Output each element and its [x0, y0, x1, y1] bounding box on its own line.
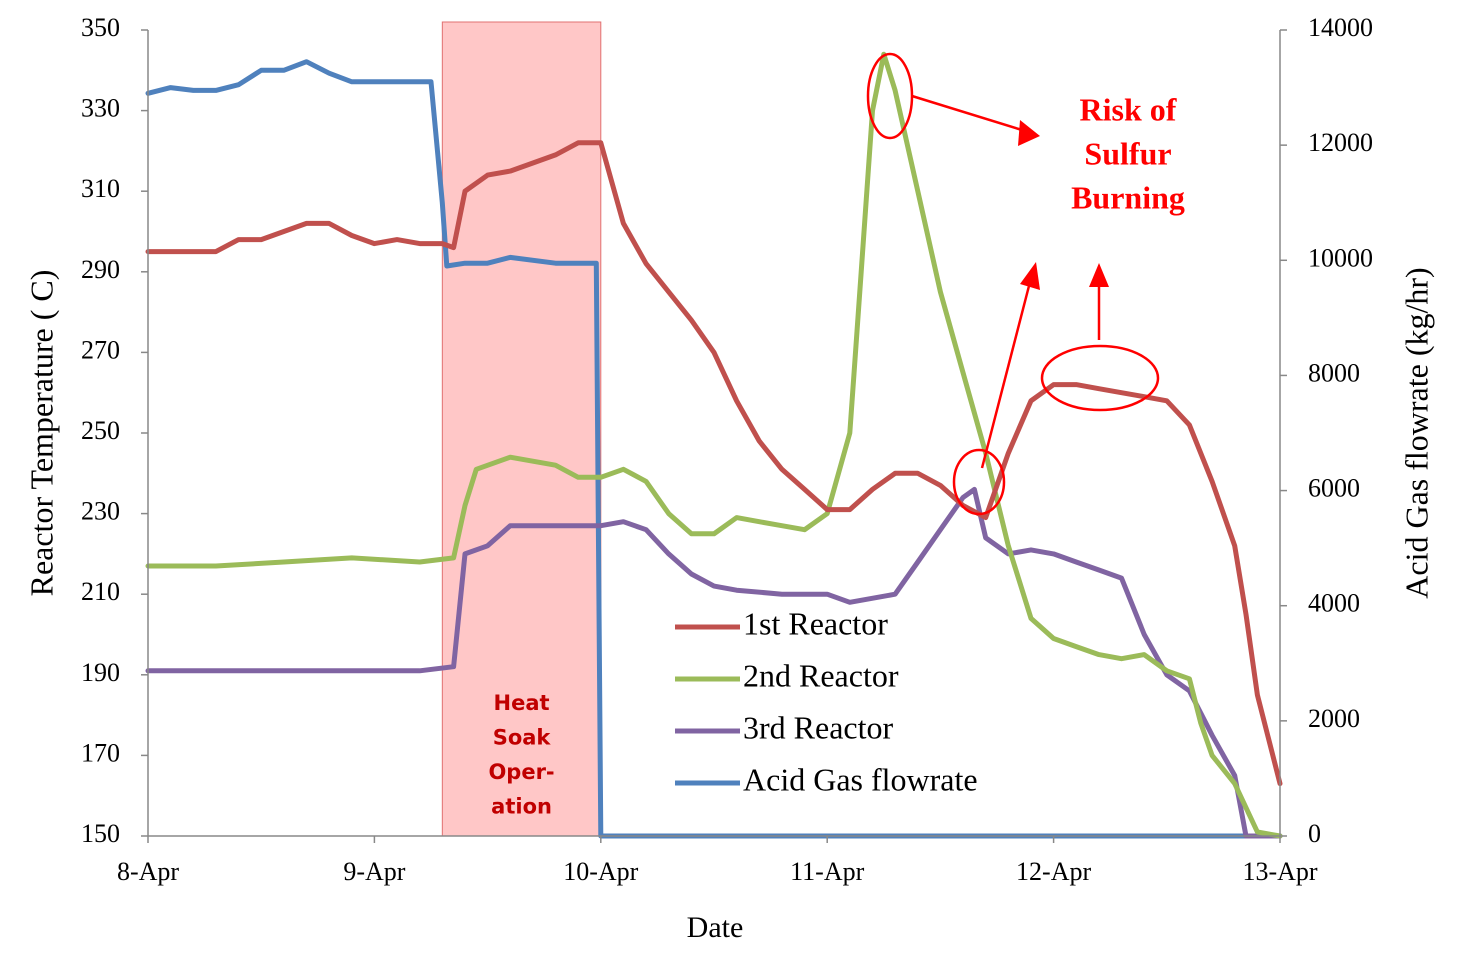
y-tick-label: 290 [81, 255, 120, 284]
y-tick-label: 150 [81, 819, 120, 848]
y-tick-label: 350 [81, 13, 120, 42]
x-tick-label: 9-Apr [343, 857, 405, 886]
y2-tick-label: 14000 [1308, 13, 1373, 42]
annotation: Sulfur [1084, 135, 1171, 171]
y2-tick-label: 12000 [1308, 128, 1373, 157]
y-tick-label: 190 [81, 658, 120, 687]
x-tick-label: 8-Apr [117, 857, 179, 886]
y2-tick-label: 2000 [1308, 704, 1360, 733]
annotation: Burning [1071, 179, 1185, 215]
y-tick-label: 270 [81, 335, 120, 364]
y2-tick-label: 10000 [1308, 243, 1373, 272]
y-tick-label: 210 [81, 577, 120, 606]
series-line [145, 59, 1283, 839]
legend-label: 1st Reactor [743, 605, 888, 641]
y2-tick-label: 0 [1308, 819, 1321, 848]
y-tick-label: 310 [81, 174, 120, 203]
y2-axis-label: Acid Gas flowrate (kg/hr) [1398, 267, 1434, 598]
highlight-ellipse [1040, 344, 1160, 412]
series-line [145, 486, 1283, 839]
arrow [980, 281, 1032, 469]
annotation: Risk of [1080, 91, 1177, 127]
y-tick-label: 170 [81, 738, 120, 767]
legend-label: Acid Gas flowrate [743, 761, 978, 797]
y2-tick-label: 6000 [1308, 474, 1360, 503]
span-label: Oper- [488, 760, 554, 784]
highlight-ellipse [952, 448, 1006, 516]
arrow-head [1020, 262, 1040, 290]
y2-tick-label: 4000 [1308, 589, 1360, 618]
span-label: Soak [493, 726, 552, 750]
y-tick-label: 250 [81, 416, 120, 445]
y-axis-label: Reactor Temperature ( C) [23, 270, 59, 597]
y2-tick-label: 8000 [1308, 358, 1360, 387]
span-label: ation [491, 795, 552, 819]
arrow-head [1018, 120, 1040, 146]
shaded-span [441, 21, 602, 837]
legend-label: 3rd Reactor [743, 709, 894, 745]
annotation-shapes [866, 52, 1160, 516]
line-layer [145, 51, 1283, 839]
span-label: Heat [494, 691, 550, 715]
x-tick-label: 13-Apr [1242, 857, 1317, 886]
y-tick-label: 230 [81, 497, 120, 526]
x-tick-label: 11-Apr [790, 857, 864, 886]
arrow [911, 94, 1023, 132]
y-tick-label: 330 [81, 94, 120, 123]
x-axis-label: Date [687, 911, 744, 944]
x-tick-label: 12-Apr [1016, 857, 1091, 886]
span-layer: Heat Soak Oper-ation [441, 21, 602, 837]
arrow-head [1089, 263, 1109, 287]
legend-label: 2nd Reactor [743, 657, 899, 693]
series-line [145, 140, 1283, 787]
series-line [145, 51, 1283, 839]
x-tick-label: 10-Apr [563, 857, 638, 886]
